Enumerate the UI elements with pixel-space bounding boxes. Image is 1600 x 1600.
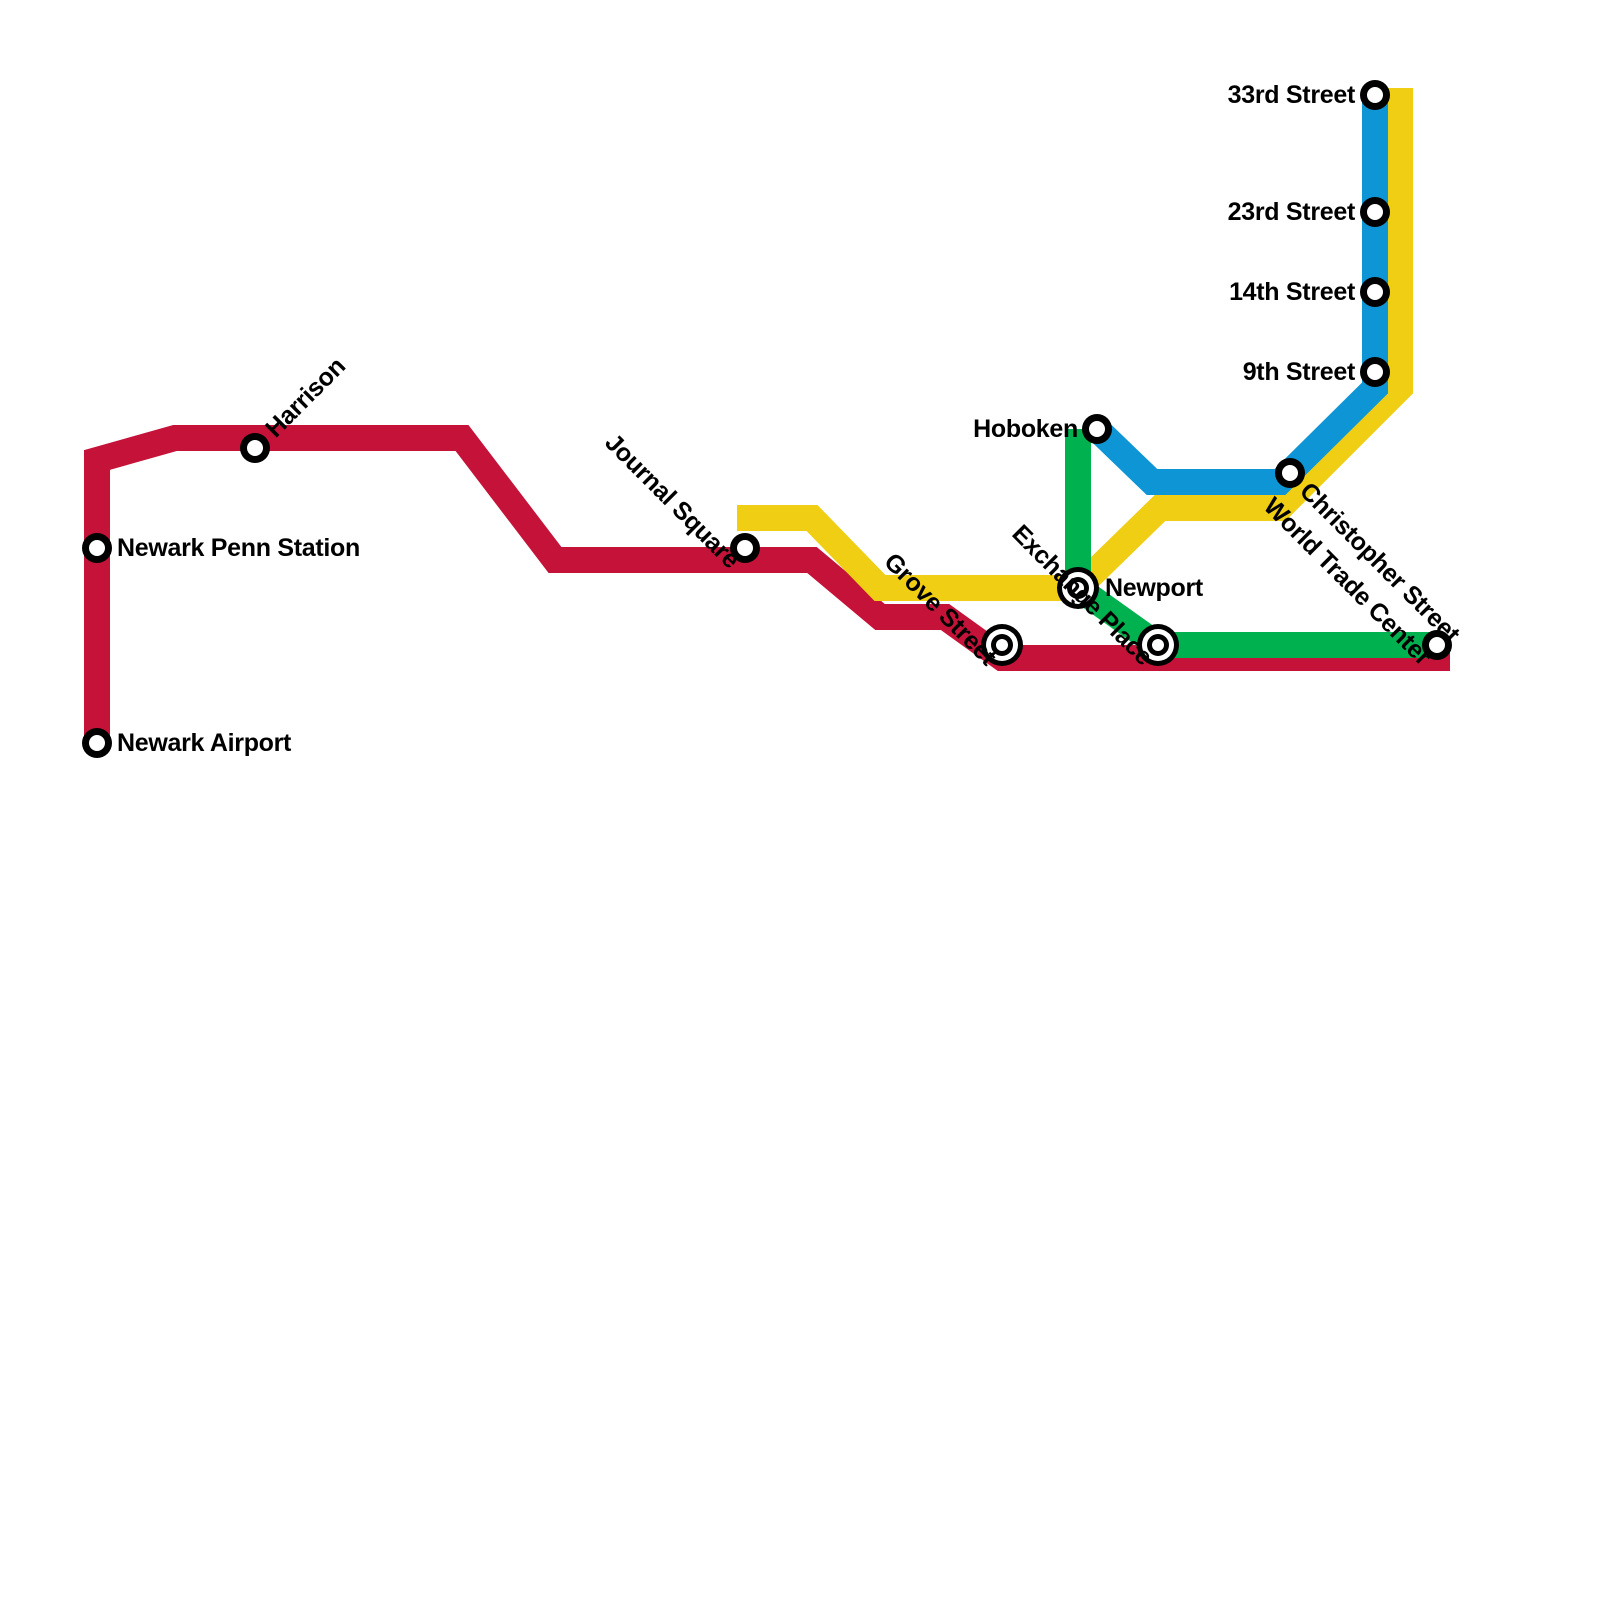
station-marker-hoboken[interactable] xyxy=(1082,414,1112,444)
transit-line-newark-world-trade-center[interactable] xyxy=(84,425,1450,743)
station-center xyxy=(1429,637,1445,653)
station-marker-newport[interactable] xyxy=(1057,567,1099,609)
station-marker-9th-street[interactable] xyxy=(1360,357,1390,387)
station-center xyxy=(247,440,263,456)
station-center xyxy=(1367,204,1383,220)
station-label-hoboken: Hoboken xyxy=(973,415,1078,443)
station-marker-newark-penn-station[interactable] xyxy=(82,533,112,563)
station-marker-newark-airport[interactable] xyxy=(82,728,112,758)
transit-line-hoboken-world-trade-center[interactable] xyxy=(1065,429,1437,658)
station-center xyxy=(1089,421,1105,437)
station-marker-14th-street[interactable] xyxy=(1360,277,1390,307)
station-center xyxy=(89,540,105,556)
station-marker-journal-square[interactable] xyxy=(730,533,760,563)
station-marker-23rd-street[interactable] xyxy=(1360,197,1390,227)
station-marker-grove-street[interactable] xyxy=(981,624,1023,666)
station-label-newport: Newport xyxy=(1105,574,1204,602)
station-label-14th-street: 14th Street xyxy=(1229,278,1356,306)
station-marker-world-trade-center[interactable] xyxy=(1422,630,1452,660)
station-center xyxy=(1367,284,1383,300)
station-label-newark-penn-station: Newark Penn Station xyxy=(117,534,360,562)
station-center xyxy=(1367,364,1383,380)
station-label-9th-street: 9th Street xyxy=(1243,358,1356,386)
station-label-33rd-street: 33rd Street xyxy=(1228,81,1356,109)
station-marker-exchange-place[interactable] xyxy=(1137,624,1179,666)
station-label-newark-airport: Newark Airport xyxy=(117,729,292,757)
station-marker-harrison[interactable] xyxy=(240,433,270,463)
station-marker-christopher-street[interactable] xyxy=(1275,458,1305,488)
station-center xyxy=(1282,465,1298,481)
transit-stations-layer xyxy=(82,80,1452,758)
station-center xyxy=(737,540,753,556)
station-center xyxy=(89,735,105,751)
station-center xyxy=(1367,87,1383,103)
station-label-23rd-street: 23rd Street xyxy=(1228,198,1356,226)
station-marker-33rd-street[interactable] xyxy=(1360,80,1390,110)
